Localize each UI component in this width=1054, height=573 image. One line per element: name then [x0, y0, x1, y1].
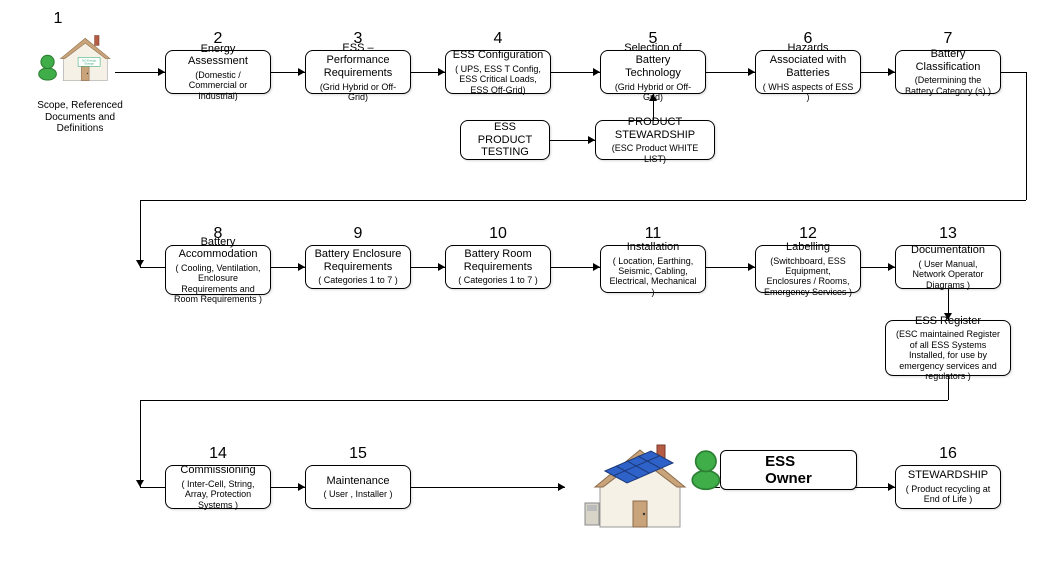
arrow-right-icon — [888, 263, 895, 271]
box-title: Battery Room Requirements — [452, 248, 544, 273]
arrow-right-icon — [558, 483, 565, 491]
step-number: 15 — [349, 445, 367, 463]
box-title: Labelling — [762, 241, 854, 254]
flow-box-b11: Installation( Location, Earthing, Seismi… — [600, 245, 706, 293]
box-title: PRODUCT STEWARDSHIP — [602, 116, 708, 141]
connector — [140, 200, 1026, 201]
box-title: ESS PRODUCT TESTING — [467, 121, 543, 159]
arrow-right-icon — [593, 68, 600, 76]
box-subtitle: ( Categories 1 to 7 ) — [452, 275, 544, 285]
flowchart-canvas: 12345678910111213141516Energy Assessment… — [0, 0, 1054, 573]
arrow-right-icon — [438, 68, 445, 76]
box-subtitle: (Domestic / Commercial or Industrial) — [172, 70, 264, 101]
box-title: Installation — [607, 241, 699, 254]
connector — [411, 487, 565, 488]
scope-label: Scope, Referenced Documents and Definiti… — [30, 100, 130, 135]
flow-box-ps: PRODUCT STEWARDSHIP(ESC Product WHITE LI… — [595, 120, 715, 160]
step-number: 10 — [489, 225, 507, 243]
flow-box-ept: ESS PRODUCT TESTING — [460, 120, 550, 160]
connector — [140, 267, 165, 268]
box-title: Selection of Battery Technology — [607, 42, 699, 80]
flow-box-b13: Documentation ( User Manual, Network Oper… — [895, 245, 1001, 289]
box-title: Battery Enclosure Requirements — [312, 248, 404, 273]
arrow-right-icon — [298, 68, 305, 76]
box-subtitle: ( Location, Earthing, Seismic, Cabling, … — [607, 256, 699, 297]
box-subtitle: ( Inter-Cell, String, Array, Protection … — [172, 479, 264, 510]
flow-box-b5: Selection of Battery Technology(Grid Hyb… — [600, 50, 706, 94]
box-subtitle: (ESC maintained Register of all ESS Syst… — [892, 329, 1004, 381]
box-title: STEWARDSHIP — [902, 469, 994, 482]
box-title: Battery Classification — [902, 48, 994, 73]
arrow-right-icon — [593, 263, 600, 271]
box-subtitle: ( User Manual, Network Operator Diagrams… — [902, 259, 994, 290]
step-number: 9 — [354, 225, 363, 243]
box-subtitle: ( Product recycling at End of Life ) — [902, 484, 994, 505]
flow-box-b14: Commissioning ( Inter-Cell, String, Array… — [165, 465, 271, 509]
connector — [1001, 72, 1026, 73]
connector — [1026, 72, 1027, 200]
connector — [140, 487, 165, 488]
box-subtitle: ( UPS, ESS T Config, ESS Critical Loads,… — [452, 64, 544, 95]
arrow-up-icon — [649, 94, 657, 101]
flow-box-b12: Labelling(Switchboard, ESS Equipment, En… — [755, 245, 861, 293]
arrow-right-icon — [888, 483, 895, 491]
connector — [140, 400, 141, 487]
flow-box-reg: ESS Register(ESC maintained Register of … — [885, 320, 1011, 376]
step-number: 4 — [494, 30, 503, 48]
arrow-right-icon — [438, 263, 445, 271]
arrow-right-icon — [888, 68, 895, 76]
box-title: Battery Accommodation — [172, 236, 264, 261]
flow-box-b4: ESS Configuration ( UPS, ESS T Config, ES… — [445, 50, 551, 94]
box-subtitle: (Switchboard, ESS Equipment, Enclosures … — [762, 256, 854, 297]
arrow-right-icon — [298, 263, 305, 271]
box-subtitle: (Grid Hybrid or Off-Grid) — [312, 82, 404, 103]
connector — [948, 376, 949, 400]
box-subtitle: (Determining the Battery Category (s) ) — [902, 75, 994, 96]
connector — [140, 200, 141, 267]
step-number: 13 — [939, 225, 957, 243]
box-title: Documentation — [902, 244, 994, 257]
house-with-ess-icon — [565, 435, 695, 540]
arrow-right-icon — [748, 263, 755, 271]
box-subtitle: ( Cooling, Ventilation, Enclosure Requir… — [172, 263, 264, 304]
box-subtitle: ( User , Installer ) — [312, 489, 404, 499]
flow-box-b6: Hazards Associated with Batteries( WHS a… — [755, 50, 861, 94]
person-icon — [36, 52, 59, 83]
arrow-down-icon — [136, 260, 144, 267]
step-number: 16 — [939, 445, 957, 463]
flow-box-b16: STEWARDSHIP ( Product recycling at End of… — [895, 465, 1001, 509]
arrow-right-icon — [158, 68, 165, 76]
flow-box-b9: Battery Enclosure Requirements ( Categori… — [305, 245, 411, 289]
step-number: 14 — [209, 445, 227, 463]
box-title: Hazards Associated with Batteries — [762, 42, 854, 80]
box-title: ESS – Performance Requirements — [312, 42, 404, 80]
box-title: Commissioning — [172, 464, 264, 477]
arrow-down-icon — [136, 480, 144, 487]
arrow-right-icon — [298, 483, 305, 491]
step-number: 7 — [944, 30, 953, 48]
box-title: ESS Configuration — [452, 49, 544, 62]
flow-box-b15: Maintenance( User , Installer ) — [305, 465, 411, 509]
step-number: 1 — [54, 10, 63, 28]
svg-text:Storage: Storage — [84, 62, 94, 66]
flow-box-b2: Energy Assessment(Domestic / Commercial … — [165, 50, 271, 94]
flow-box-b8: Battery Accommodation( Cooling, Ventilat… — [165, 245, 271, 295]
arrow-down-icon — [944, 313, 952, 320]
person-icon — [688, 446, 724, 494]
box-title: Maintenance — [312, 475, 404, 488]
flow-box-b7: Battery Classification(Determining the B… — [895, 50, 1001, 94]
arrow-right-icon — [748, 68, 755, 76]
arrow-right-icon — [588, 136, 595, 144]
box-subtitle: ( WHS aspects of ESS ) — [762, 82, 854, 103]
box-subtitle: ( Categories 1 to 7 ) — [312, 275, 404, 285]
flow-box-b3: ESS – Performance Requirements(Grid Hybr… — [305, 50, 411, 94]
box-subtitle: (ESC Product WHITE LIST) — [602, 143, 708, 164]
connector — [140, 400, 948, 401]
box-title: Energy Assessment — [172, 43, 264, 68]
ess-owner-label: ESSOwner — [720, 450, 857, 490]
flow-box-b10: Battery Room Requirements ( Categories 1 … — [445, 245, 551, 289]
